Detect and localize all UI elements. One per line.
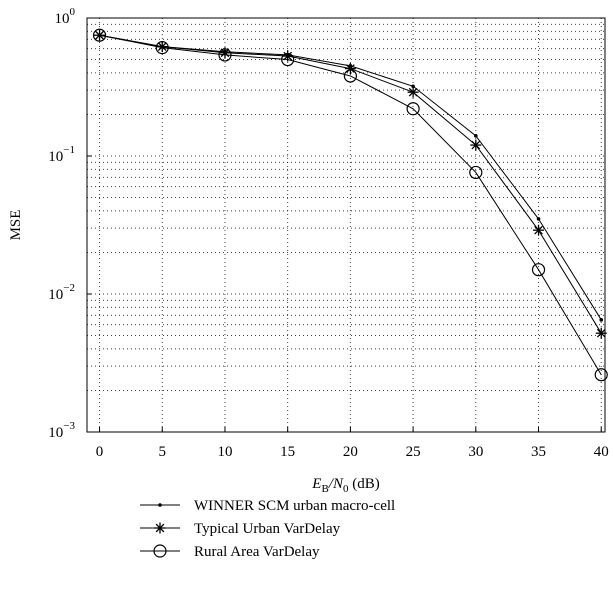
series-line: [99, 34, 602, 321]
x-tick-label: 40: [594, 444, 609, 460]
data-point: [531, 263, 546, 277]
data-point: [474, 134, 478, 138]
data-point: [469, 165, 483, 180]
data-point: [536, 217, 541, 221]
y-axis-ticks: 100 10−1 10−2 10−3: [48, 6, 92, 441]
series-star: [94, 29, 607, 339]
legend-entry: WINNER SCM urban macro-cell: [140, 498, 395, 514]
x-tick-label: 5: [159, 444, 167, 460]
data-point: [92, 28, 107, 42]
data-point: [155, 41, 169, 55]
legend-entry: Typical Urban VarDelay: [140, 521, 341, 537]
data-point: [470, 139, 482, 151]
series-circle: [92, 28, 608, 382]
series-line: [99, 34, 602, 334]
x-tick-label: 15: [280, 444, 295, 460]
legend-label: Rural Area VarDelay: [194, 544, 320, 560]
x-label-unit: (dB): [348, 476, 379, 492]
x-tick-label: 0: [96, 444, 104, 460]
y-tick-label: 10−2: [48, 282, 75, 303]
legend-marker: [154, 522, 166, 534]
y-tick-label: 10−3: [48, 420, 75, 441]
x-tick-label: 20: [343, 444, 358, 460]
data-point: [595, 327, 607, 339]
x-tick-label: 10: [217, 444, 232, 460]
x-label-n: /N: [328, 476, 344, 492]
legend: WINNER SCM urban macro-cell Typical Urban…: [140, 498, 395, 560]
data-point: [343, 69, 357, 83]
legend-label: WINNER SCM urban macro-cell: [194, 498, 395, 514]
legend-label: Typical Urban VarDelay: [194, 521, 341, 537]
data-point: [533, 224, 545, 236]
series-layer: [92, 28, 608, 382]
legend-marker: [158, 503, 162, 507]
legend-marker: [153, 544, 167, 558]
y-tick-label: 100: [55, 6, 76, 27]
y-tick-label: 10−1: [48, 144, 75, 165]
data-point: [218, 48, 232, 62]
series-line: [99, 34, 602, 375]
data-point: [594, 368, 608, 382]
x-label-sub-0: 0: [343, 483, 349, 495]
data-point: [407, 86, 419, 98]
y-axis-label: MSE: [8, 210, 24, 241]
grid: [87, 18, 605, 432]
x-tick-label: 35: [531, 444, 546, 460]
data-point: [406, 102, 420, 116]
x-axis-label: EB/N0 (dB): [311, 476, 379, 495]
x-tick-label: 25: [406, 444, 421, 460]
x-tick-label: 30: [468, 444, 483, 460]
data-point: [344, 63, 356, 75]
data-point: [411, 84, 415, 89]
legend-entry: Rural Area VarDelay: [140, 544, 320, 560]
data-point: [281, 52, 295, 67]
data-point: [599, 318, 604, 322]
x-axis-ticks: 0 5 10 15 20 25 30 35 40: [96, 427, 609, 460]
x-label-sub-b: B: [321, 483, 328, 495]
plot-frame: [86, 17, 606, 433]
x-label-e: E: [311, 476, 321, 492]
